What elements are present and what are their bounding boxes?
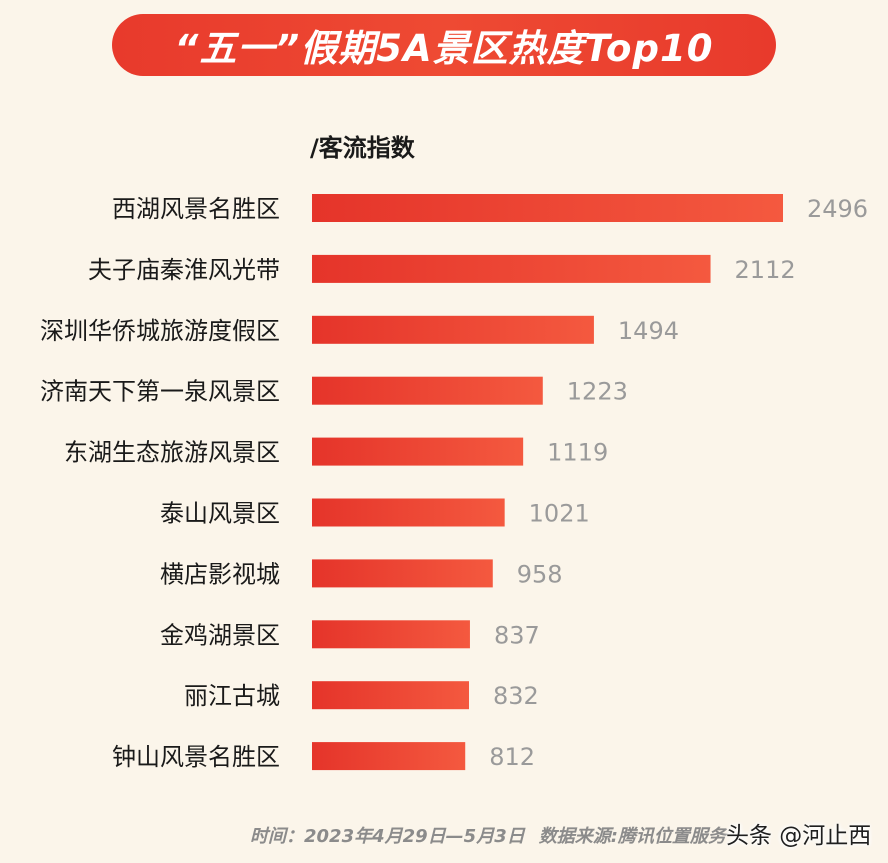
- value-label: 2112: [735, 256, 796, 284]
- value-label: 958: [517, 560, 563, 588]
- category-label: 横店影视城: [160, 560, 280, 588]
- bar: [312, 620, 470, 649]
- value-label: 812: [489, 743, 535, 771]
- category-label: 东湖生态旅游风景区: [64, 439, 280, 467]
- category-label: 钟山风景名胜区: [112, 743, 280, 771]
- value-label: 1119: [547, 439, 608, 467]
- value-label: 832: [493, 682, 539, 710]
- category-label: 济南天下第一泉风景区: [40, 378, 280, 406]
- bar: [312, 254, 711, 283]
- value-label: 837: [494, 621, 540, 649]
- bar: [312, 194, 783, 222]
- category-label: 金鸡湖景区: [160, 621, 280, 649]
- category-label: 丽江古城: [184, 682, 280, 710]
- bar: [312, 681, 469, 710]
- title-banner: “五一”假期5A景区热度Top10: [112, 14, 776, 76]
- footer: 时间：2023年4月29日—5月3日 数据来源:腾讯位置服务: [250, 822, 726, 848]
- bar: [312, 376, 543, 405]
- category-label: 深圳华侨城旅游度假区: [40, 317, 280, 345]
- unit-label: /客流指数: [310, 134, 415, 162]
- watermark: 头条 @河止西: [726, 823, 872, 849]
- category-label: 夫子庙秦淮风光带: [88, 256, 280, 284]
- value-label: 2496: [807, 195, 868, 223]
- category-label: 西湖风景名胜区: [112, 195, 280, 223]
- value-label: 1494: [618, 317, 679, 345]
- bar: [312, 559, 493, 588]
- footer-source: 数据来源:腾讯位置服务: [538, 826, 726, 847]
- bar: [312, 742, 466, 771]
- bar: [312, 437, 524, 466]
- chart-title: “五一”假期5A景区热度Top10: [174, 27, 714, 70]
- footer-time: 时间：2023年4月29日—5月3日: [250, 826, 525, 847]
- value-label: 1223: [567, 378, 628, 406]
- bar: [312, 498, 505, 527]
- bar: [312, 315, 594, 344]
- category-label: 泰山风景区: [160, 500, 280, 528]
- value-label: 1021: [529, 500, 590, 528]
- bars-layer: 西湖风景名胜区 2496 夫子庙秦淮风光带 2112 深圳华侨城旅游度假区 1494 济南天…: [40, 194, 868, 771]
